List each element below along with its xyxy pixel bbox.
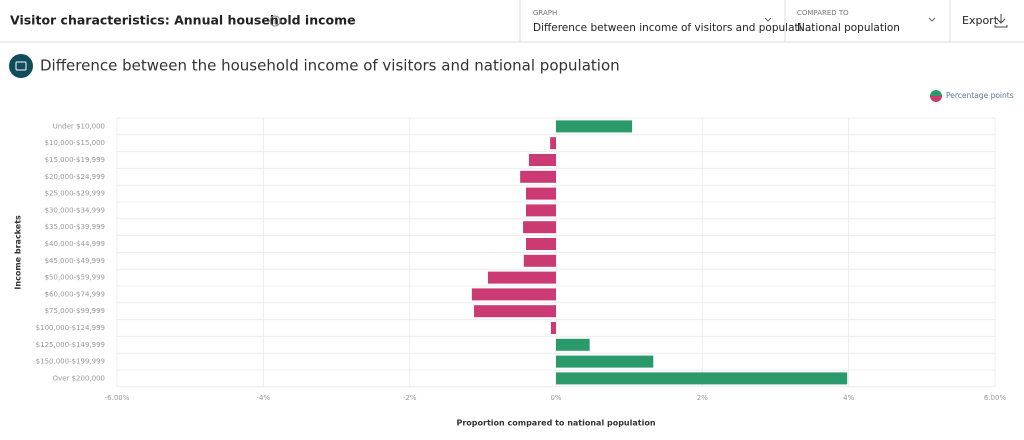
y-tick-label: $30,000-$34,999	[45, 206, 105, 214]
y-tick-label: Over $200,000	[53, 374, 105, 382]
compared-dropdown[interactable]: COMPARED TO National population	[797, 9, 936, 34]
bar	[550, 322, 556, 334]
bar	[487, 271, 556, 284]
bar	[526, 238, 556, 250]
caret	[764, 17, 772, 22]
export-label: Export	[962, 14, 999, 27]
bar	[526, 204, 556, 217]
page-title: Visitor characteristics: Annual househol…	[10, 13, 356, 28]
y-tick-label: $60,000-$74,999	[45, 290, 105, 298]
x-axis-title: Proportion compared to national populati…	[456, 419, 655, 428]
bar	[556, 355, 654, 368]
y-tick-label: $35,000-$39,999	[45, 223, 105, 231]
bar	[556, 372, 848, 385]
bar	[556, 338, 590, 351]
dropdown-value: Difference between income of visitors an…	[533, 22, 812, 34]
x-tick-label: -2%	[403, 394, 417, 402]
download-icon	[994, 14, 1008, 28]
bar	[526, 187, 556, 200]
x-tick-label: -6.00%	[105, 394, 130, 402]
export-button[interactable]: Export	[962, 14, 1008, 28]
bar	[556, 120, 633, 133]
x-tick-label: 6.00%	[984, 394, 1007, 402]
graph-dropdown[interactable]: GRAPH Difference between income of visit…	[533, 9, 812, 34]
bar	[474, 305, 556, 318]
y-tick-label: Under $10,000	[53, 122, 105, 130]
y-axis-title: Income brackets	[14, 215, 23, 290]
bar	[523, 254, 556, 267]
info-circle	[269, 15, 281, 27]
legend-label: Percentage points	[946, 91, 1014, 100]
dropdown-value: National population	[797, 22, 900, 34]
y-tick-label: $150,000-$199,999	[36, 358, 105, 366]
x-tick-label: 0%	[550, 394, 561, 402]
bar	[528, 154, 556, 166]
heading-icon-glyph	[15, 61, 27, 71]
chart: -6.00% -4% -2% 0% 2% 4% 6.00% Proportion compar…	[14, 90, 1014, 428]
y-tick-label: $125,000-$149,999	[36, 341, 105, 349]
dropdown-label: COMPARED TO	[797, 9, 849, 17]
bar	[550, 137, 556, 150]
caret	[928, 17, 936, 22]
info-icon[interactable]	[269, 15, 281, 27]
x-tick-label: 4%	[843, 394, 854, 402]
y-tick-label: $40,000-$44,999	[45, 240, 105, 248]
legend-swatch	[930, 90, 942, 96]
y-tick-label: $45,000-$49,999	[45, 257, 105, 265]
legend-swatch	[930, 96, 942, 102]
heading-icon	[9, 54, 33, 78]
x-tick-label: 2%	[697, 394, 708, 402]
y-tick-label: $25,000-$29,999	[45, 190, 105, 198]
y-tick-label: $15,000-$19,999	[45, 156, 105, 164]
y-tick-label: $20,000-$24,999	[45, 173, 105, 181]
bar	[520, 170, 556, 183]
bar	[471, 288, 556, 301]
dropdown-label: GRAPH	[533, 9, 557, 17]
y-tick-label: $10,000-$15,000	[45, 139, 105, 147]
y-tick-label: $75,000-$99,999	[45, 307, 105, 315]
bar	[523, 221, 556, 234]
chart-heading: Difference between the household income …	[40, 57, 620, 75]
x-tick-label: -4%	[257, 394, 271, 402]
y-tick-label: $50,000-$59,999	[45, 274, 105, 282]
y-tick-label: $100,000-$124,999	[36, 324, 105, 332]
